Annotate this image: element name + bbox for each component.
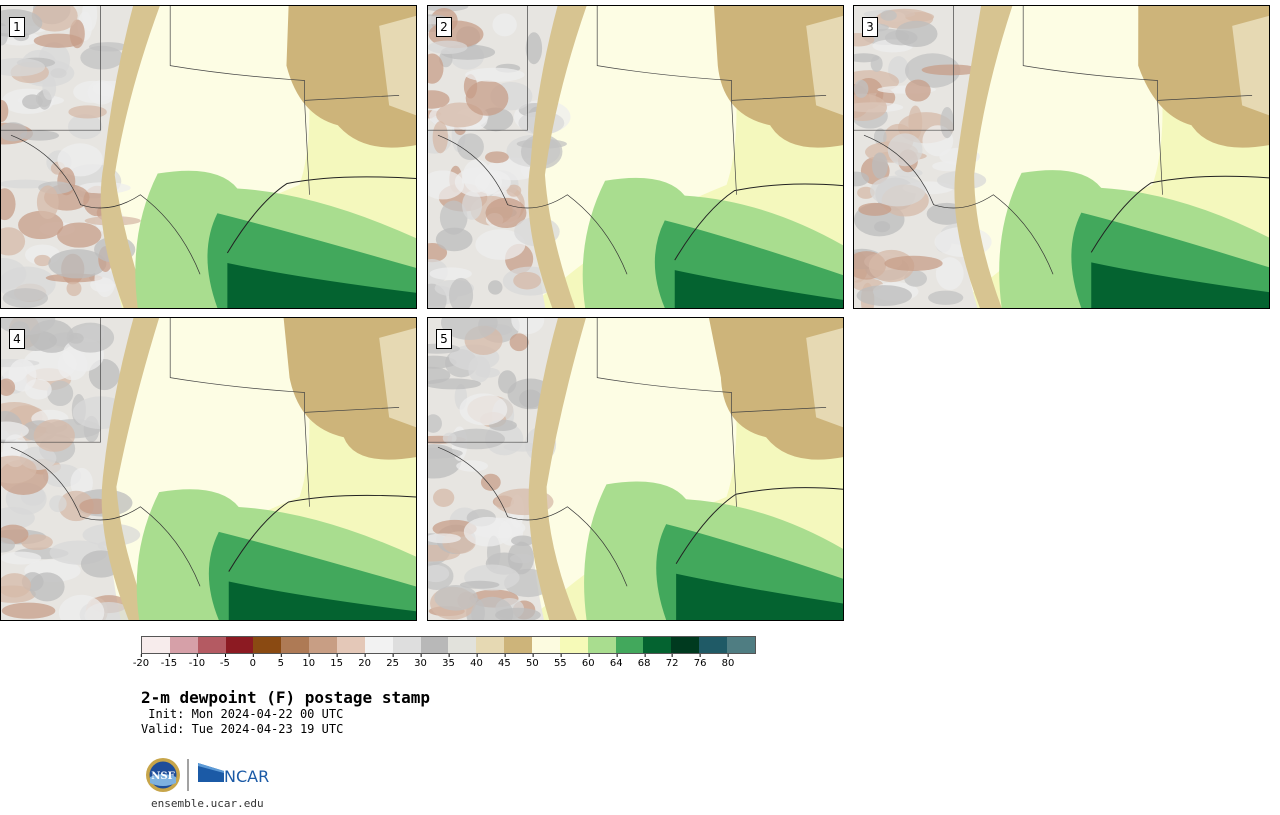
colorbar-tick-label: 5 <box>278 654 284 669</box>
init-time: Init: Mon 2024-04-22 00 UTC <box>141 707 344 721</box>
ncar-logo-icon: NCAR <box>198 763 269 786</box>
colorbar-swatch <box>504 637 533 653</box>
colorbar-swatch <box>253 637 282 653</box>
ensemble-member-panel: 1 <box>0 5 417 309</box>
colorbar-tick-label: 80 <box>722 654 734 669</box>
colorbar-swatch <box>587 637 616 653</box>
colorbar-tick-label: 55 <box>554 654 567 669</box>
panel-number-label: 4 <box>9 329 25 349</box>
ensemble-member-panel: 5 <box>427 317 844 621</box>
colorbar-swatch <box>615 637 644 653</box>
colorbar-tick-label: 72 <box>666 654 678 669</box>
colorbar-swatch <box>559 637 588 653</box>
colorbar-tick-label: -20 <box>133 654 149 669</box>
colorbar-swatch <box>225 637 254 653</box>
colorbar-swatch <box>532 637 560 653</box>
dewpoint-map <box>854 6 1269 308</box>
plot-title: 2-m dewpoint (F) postage stamp <box>141 688 430 707</box>
panel-number-label: 5 <box>436 329 452 349</box>
colorbar-tick-label: 25 <box>386 654 399 669</box>
colorbar-tick-label: -5 <box>220 654 230 669</box>
ensemble-member-panel: 4 <box>0 317 417 621</box>
colorbar-swatch <box>169 637 198 653</box>
colorbar-ticks: -20 -15 -10 -5 0 5 10 15 20 25 30 35 40 45 50 55 60 64 68 7… <box>133 654 756 674</box>
ensemble-member-panel: 2 <box>427 5 844 309</box>
colorbar-swatch <box>671 637 700 653</box>
colorbar-tick-label: -10 <box>189 654 205 669</box>
colorbar-tick-label: 64 <box>610 654 623 669</box>
colorbar <box>141 636 756 654</box>
dewpoint-map <box>1 318 416 620</box>
colorbar-swatch <box>420 637 449 653</box>
colorbar-swatch <box>727 637 755 653</box>
colorbar-swatch <box>142 637 170 653</box>
colorbar-tick-label: 20 <box>358 654 371 669</box>
ensemble-member-panel: 3 <box>853 5 1270 309</box>
colorbar-swatch <box>337 637 365 653</box>
colorbar-swatch <box>309 637 338 653</box>
dewpoint-map <box>428 318 843 620</box>
colorbar-tick-label: 45 <box>498 654 511 669</box>
colorbar-swatch <box>392 637 421 653</box>
colorbar-tick-label: -15 <box>161 654 177 669</box>
valid-time: Valid: Tue 2024-04-23 19 UTC <box>141 722 344 736</box>
panel-number-label: 3 <box>862 17 878 37</box>
dewpoint-map <box>428 6 843 308</box>
colorbar-swatch <box>281 637 310 653</box>
colorbar-tick-label: 0 <box>250 654 256 669</box>
colorbar-tick-label: 50 <box>526 654 539 669</box>
colorbar-tick-label: 30 <box>414 654 427 669</box>
nsf-logo-text: NSF <box>151 771 174 782</box>
ncar-logo-text: NCAR <box>224 767 269 786</box>
colorbar-swatch <box>364 637 393 653</box>
colorbar-swatch <box>197 637 226 653</box>
colorbar-swatch <box>699 637 728 653</box>
site-url: ensemble.ucar.edu <box>151 797 264 810</box>
panel-number-label: 1 <box>9 17 25 37</box>
colorbar-tick-label: 76 <box>694 654 706 669</box>
colorbar-tick-label: 15 <box>330 654 343 669</box>
colorbar-swatch <box>643 637 672 653</box>
colorbar-tick-label: 40 <box>470 654 483 669</box>
panel-number-label: 2 <box>436 17 452 37</box>
logos: NSF NCAR <box>146 758 269 792</box>
colorbar-tick-label: 60 <box>582 654 595 669</box>
dewpoint-map <box>1 6 416 308</box>
colorbar-swatch <box>476 637 505 653</box>
colorbar-tick-label: 35 <box>442 654 455 669</box>
colorbar-tick-label: 10 <box>302 654 315 669</box>
colorbar-swatch <box>448 637 477 653</box>
nsf-logo-icon: NSF <box>146 758 180 792</box>
colorbar-tick-label: 68 <box>638 654 651 669</box>
